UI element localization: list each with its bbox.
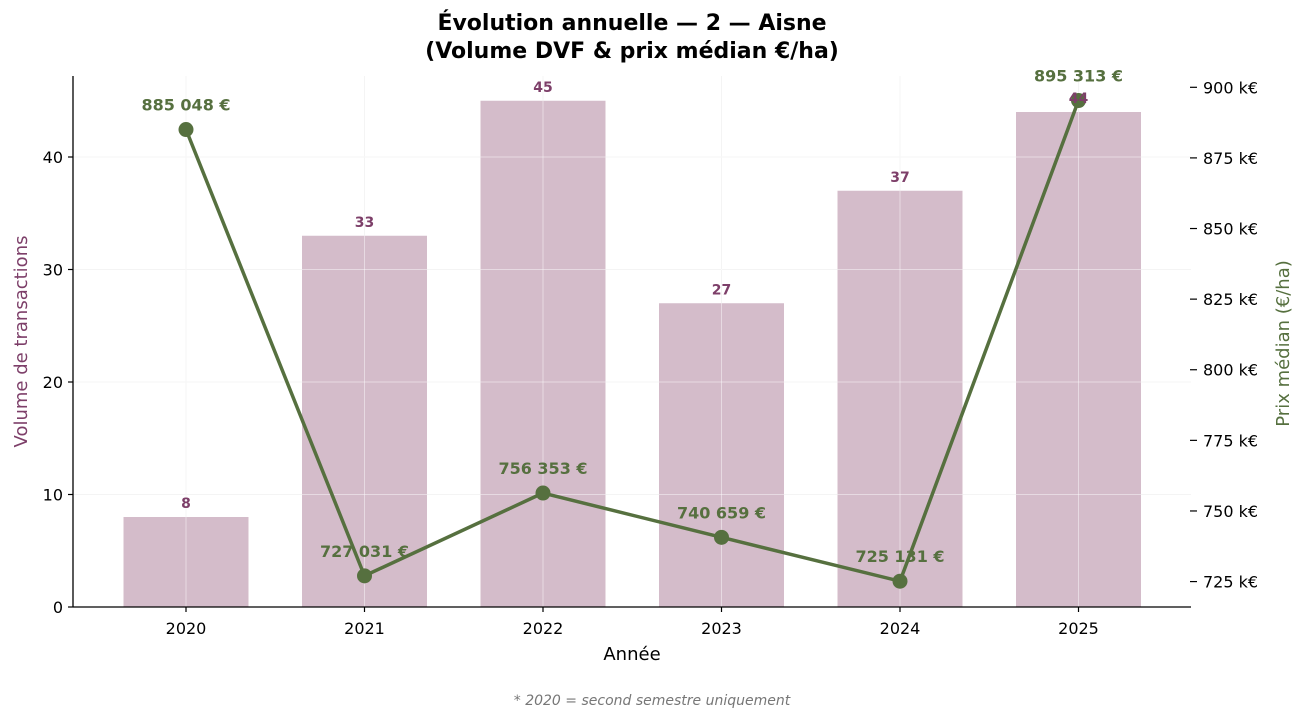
x-tick-label: 2020 — [166, 619, 207, 638]
y-tick-label-right: 725 k€ — [1203, 573, 1258, 592]
bar-value-label: 45 — [533, 80, 552, 96]
price-line — [184, 99, 1081, 583]
y-tick-label-right: 850 k€ — [1203, 220, 1258, 239]
y-tick-label-right: 825 k€ — [1203, 290, 1258, 309]
price-point — [1071, 93, 1086, 109]
price-value-label: 727 031 € — [320, 542, 409, 561]
bar-value-label: 8 — [181, 496, 191, 512]
x-tick-label: 2023 — [701, 619, 742, 638]
y-tick-label-right: 800 k€ — [1203, 361, 1258, 380]
y-tick-label-left: 20 — [43, 373, 63, 392]
chart-title-line2: (Volume DVF & prix médian €/ha) — [425, 39, 839, 64]
volume-bar — [1016, 112, 1141, 607]
bar-value-label: 44 — [1069, 91, 1089, 107]
price-point — [892, 573, 908, 589]
y-tick-label-left: 40 — [43, 148, 63, 167]
volume-bar — [837, 190, 963, 607]
axes-layer: 0 10 20 30 40 725 k€ 750 k€ 775 k€ 800 k€ 825 k€ 8… — [43, 76, 1258, 638]
y-tick-label-left: 10 — [43, 486, 63, 505]
price-point — [714, 529, 729, 545]
price-value-label: 885 048 € — [141, 96, 230, 115]
price-value-label: 740 659 € — [677, 503, 766, 522]
x-tick-label: 2025 — [1058, 619, 1099, 638]
y-tick-label-right: 900 k€ — [1203, 78, 1258, 97]
y-tick-label-left: 30 — [43, 261, 63, 280]
footnote: * 2020 = second semestre uniquement — [514, 693, 791, 709]
y-tick-label-right: 750 k€ — [1203, 502, 1258, 521]
x-axis-label: Année — [603, 644, 660, 665]
price-point — [178, 122, 194, 138]
chart-title-line1: Évolution annuelle — 2 — Aisne — [437, 10, 826, 36]
volume-bar — [480, 100, 606, 607]
y-tick-label-right: 775 k€ — [1203, 431, 1258, 450]
volume-bar — [659, 303, 784, 607]
y-axis-label-left: Volume de transactions — [11, 236, 32, 448]
bar-value-label: 37 — [890, 170, 909, 186]
volume-bar — [302, 235, 427, 607]
price-value-label: 756 353 € — [498, 459, 587, 478]
x-tick-label: 2022 — [523, 619, 564, 638]
price-value-label: 725 131 € — [855, 547, 944, 566]
price-value-label: 895 313 € — [1034, 67, 1123, 86]
bars-layer — [73, 76, 1191, 607]
bar-value-label: 33 — [355, 215, 374, 231]
y-axis-label-right: Prix médian (€/ha) — [1273, 260, 1294, 427]
price-point — [535, 485, 551, 501]
bar-value-label: 27 — [712, 282, 731, 298]
x-tick-label: 2021 — [344, 619, 385, 638]
y-tick-label-right: 875 k€ — [1203, 149, 1258, 168]
y-tick-label-left: 0 — [53, 598, 63, 617]
data-labels-layer: 8 33 45 27 37 44 885 048 € 727 031 € 756 353 € 74… — [141, 67, 1123, 567]
price-line-layer — [178, 93, 1086, 589]
price-point — [357, 568, 372, 584]
x-tick-label: 2024 — [880, 619, 921, 638]
volume-bar — [123, 517, 249, 607]
